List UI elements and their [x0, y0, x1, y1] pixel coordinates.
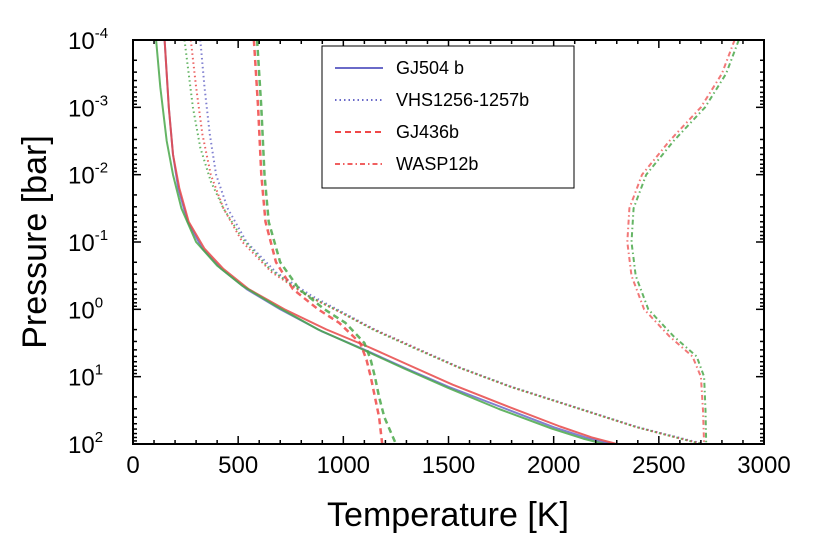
- y-tick-label: 10-3: [68, 92, 108, 122]
- x-tick-label: 0: [126, 452, 139, 479]
- x-tick-label: 2000: [527, 452, 580, 479]
- labels-layer: 0 500 1000 1500 2000 2500 3000 10-4 10-3 10-2 10-1…: [68, 25, 791, 479]
- y-tick-label: 10-4: [68, 25, 108, 55]
- x-tick-label: 2500: [632, 452, 685, 479]
- y-tick-label: 10-2: [68, 160, 108, 190]
- x-tick-label: 3000: [737, 452, 790, 479]
- y-axis-label: Pressure [bar]: [16, 135, 54, 349]
- legend-label-4: WASP12b: [396, 154, 478, 174]
- legend: GJ504 b VHS1256-1257b GJ436b WASP12b: [321, 45, 575, 189]
- series-line-10: [630, 40, 740, 444]
- y-tick-label: 10-1: [68, 227, 108, 257]
- series-line-9: [626, 40, 736, 444]
- x-tick-label: 1000: [317, 452, 370, 479]
- y-tick-label: 100: [68, 294, 103, 324]
- series-line-8: [255, 40, 398, 444]
- ticks-layer: [132, 39, 765, 445]
- series-line-7: [252, 40, 384, 444]
- legend-label-2: VHS1256-1257b: [396, 90, 529, 110]
- legend-label-3: GJ436b: [396, 122, 459, 142]
- y-tick-label: 102: [68, 429, 103, 459]
- series-line-2: [163, 40, 618, 444]
- y-tick-label: 101: [68, 362, 103, 392]
- x-axis-label: Temperature [K]: [327, 496, 569, 534]
- legend-label-1: GJ504 b: [396, 58, 464, 78]
- series-layer: [155, 40, 740, 444]
- series-line-5: [189, 40, 704, 444]
- series-line-3: [155, 40, 605, 444]
- x-tick-label: 1500: [422, 452, 475, 479]
- x-tick-label: 500: [218, 452, 258, 479]
